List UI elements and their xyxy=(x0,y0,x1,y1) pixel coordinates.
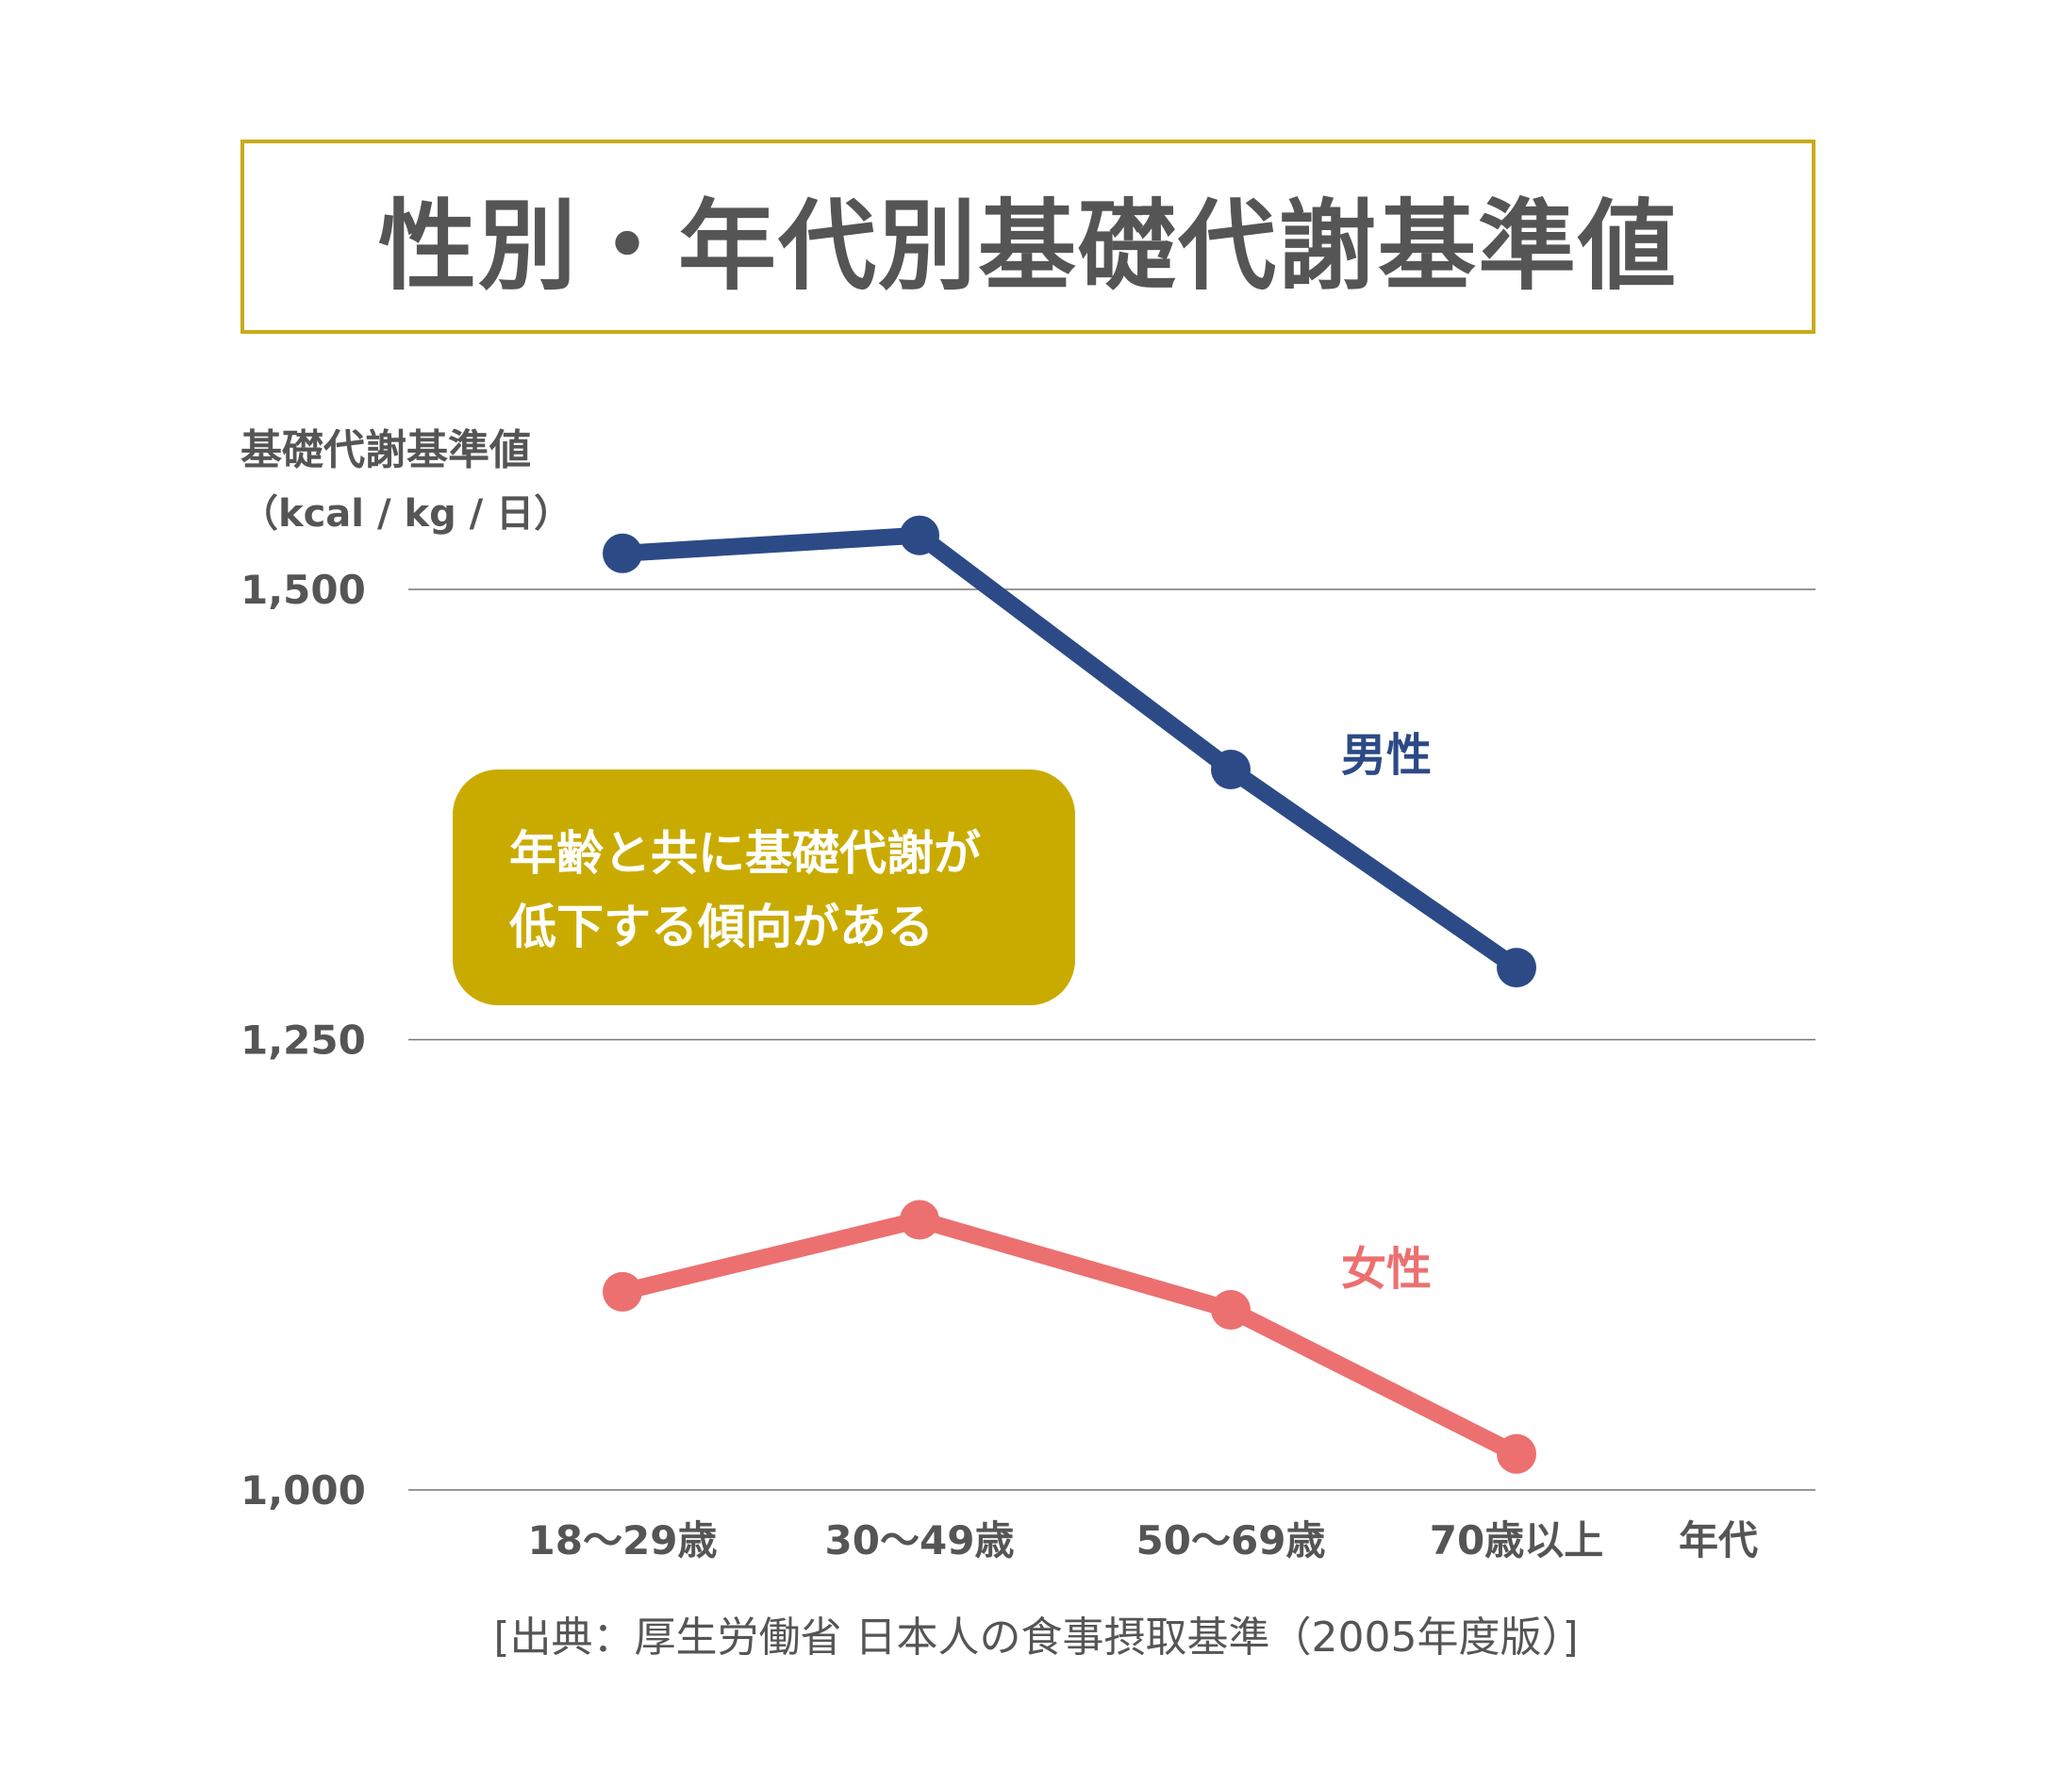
data-point xyxy=(1211,1290,1251,1330)
x-tick-label: 18〜29歳 xyxy=(528,1517,718,1564)
chart-title: 性別・年代別基礎代謝基準値 xyxy=(377,188,1678,304)
y-tick-label: 1,250 xyxy=(240,1018,366,1064)
y-tick-label: 1,000 xyxy=(240,1467,366,1514)
callout-box: 年齢と共に基礎代謝が 低下する傾向がある xyxy=(453,769,1075,1005)
data-point xyxy=(1497,948,1536,988)
data-point xyxy=(900,515,939,555)
data-point xyxy=(900,1200,939,1240)
y-tick-label: 1,500 xyxy=(240,567,366,613)
data-point xyxy=(1211,750,1251,789)
data-point xyxy=(603,1271,642,1312)
data-point xyxy=(1497,1433,1536,1474)
series-group xyxy=(603,515,1536,1474)
y-axis-unit: （kcal / kg / 日） xyxy=(240,492,572,536)
x-tick-label: 50〜69歳 xyxy=(1136,1517,1326,1564)
x-tick-label: 30〜49歳 xyxy=(825,1517,1015,1564)
y-tick-labels: 1,000 1,250 1,500 xyxy=(240,567,366,1514)
callout-line-1: 年齢と共に基礎代謝が xyxy=(509,826,981,881)
series-line-male xyxy=(614,526,1525,977)
data-point xyxy=(603,533,642,573)
y-axis-label: 基礎代謝基準値 xyxy=(240,426,531,474)
x-axis-label: 年代 xyxy=(1679,1517,1758,1564)
x-tick-labels: 18〜29歳 30〜49歳 50〜69歳 70歳以上 年代 xyxy=(528,1517,1758,1564)
x-tick-label: 70歳以上 xyxy=(1430,1517,1603,1564)
series-label-male: 男性 xyxy=(1341,729,1432,782)
source-note: [出典：厚生労働省 日本人の食事摂取基準（2005年度版）] xyxy=(493,1613,1579,1662)
title-box: 性別・年代別基礎代謝基準値 xyxy=(240,140,1815,334)
grid-lines xyxy=(408,588,1815,1491)
callout-line-2: 低下する傾向がある xyxy=(509,900,934,954)
series-label-female: 女性 xyxy=(1341,1243,1432,1296)
series-line-female xyxy=(614,1211,1525,1463)
